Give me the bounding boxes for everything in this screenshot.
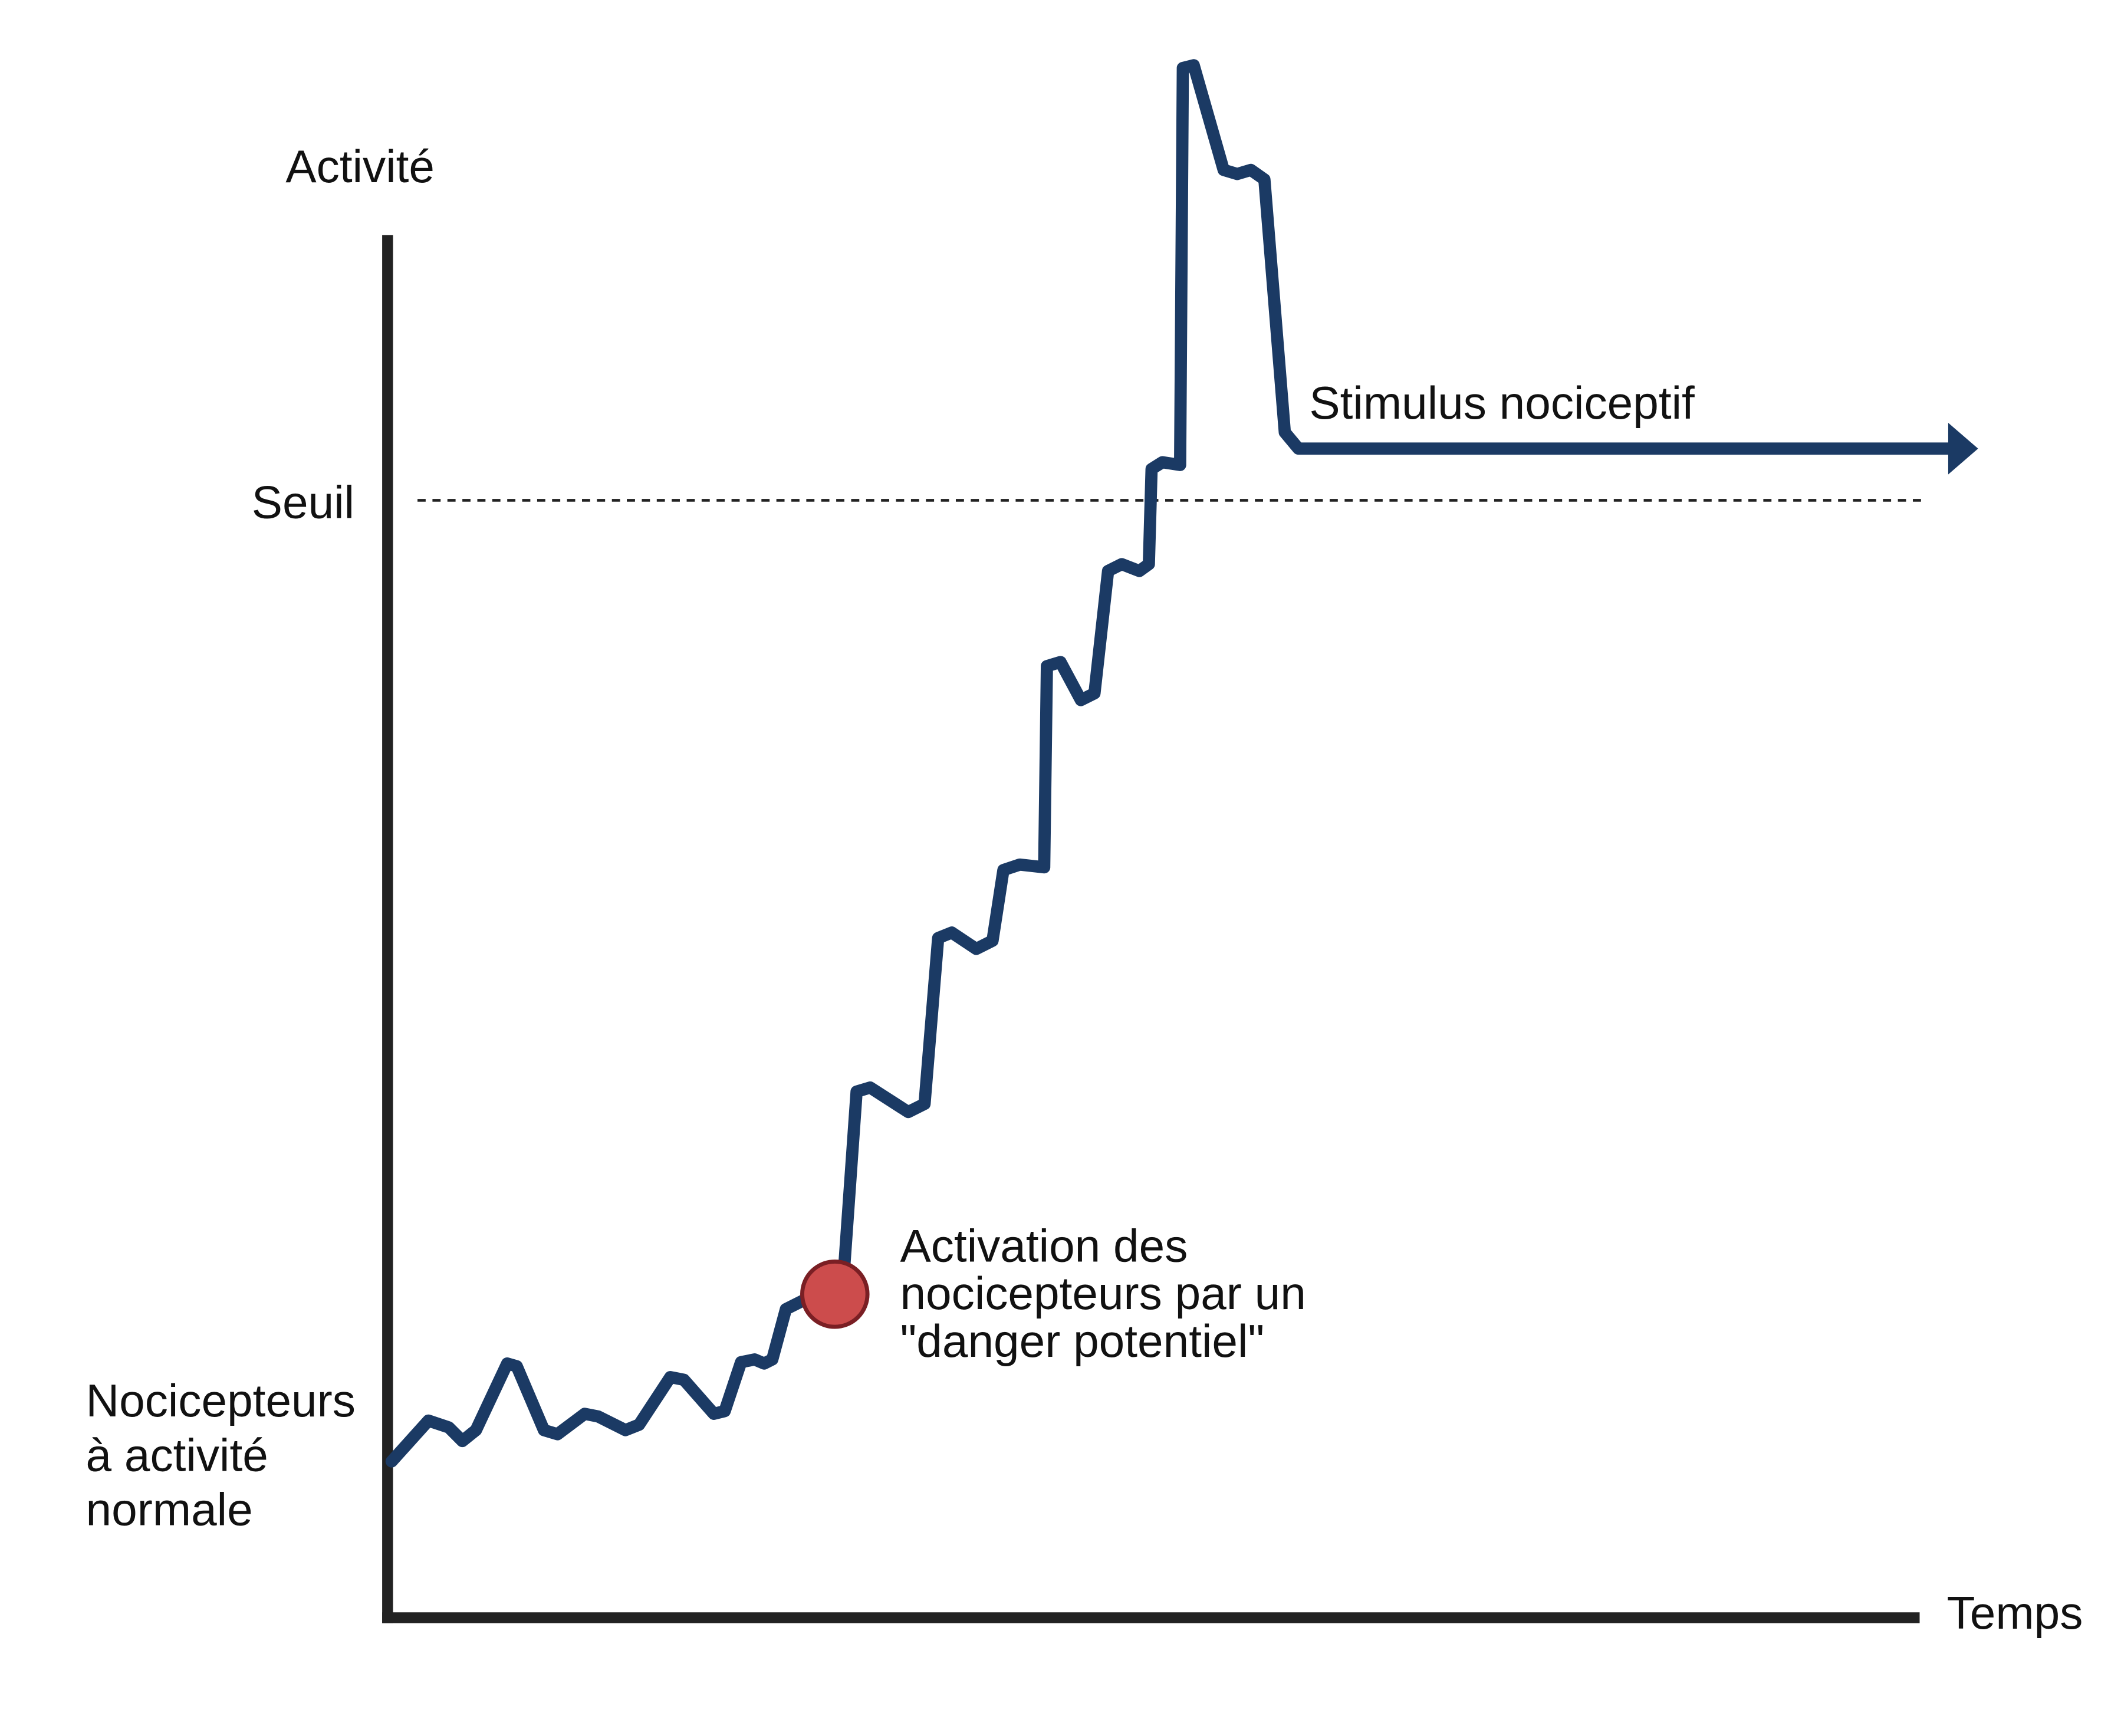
y-axis-label: Activité	[285, 140, 435, 192]
baseline-label: à activité	[86, 1429, 268, 1481]
baseline-label: Nocicepteurs	[86, 1375, 356, 1426]
activation-label: "danger potentiel"	[900, 1315, 1264, 1367]
activation-point	[800, 1259, 870, 1329]
activation-label: Activation des	[900, 1219, 1188, 1271]
arrowhead	[1948, 422, 1978, 475]
stimulus-label: Stimulus nociceptif	[1309, 377, 1695, 429]
x-axis-label: Temps	[1947, 1587, 2083, 1639]
activity-curve	[385, 59, 1964, 1468]
activation-label: nocicepteurs par un	[900, 1267, 1306, 1319]
baseline-label: normale	[86, 1484, 253, 1536]
threshold-label: Seuil	[252, 476, 354, 528]
